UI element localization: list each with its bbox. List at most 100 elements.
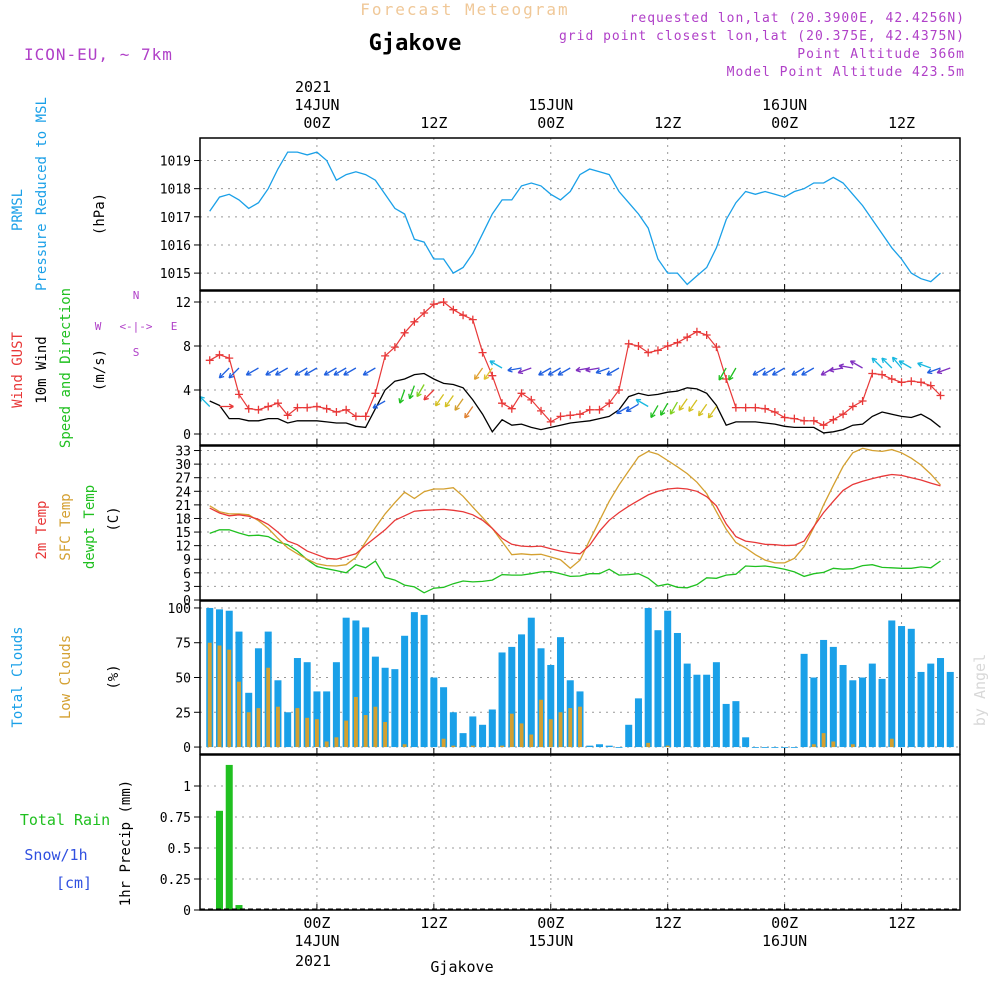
total-clouds-bar <box>810 677 818 748</box>
gust-point <box>878 370 887 379</box>
gust-point <box>488 371 497 380</box>
total-clouds-bar <box>868 663 876 748</box>
gust-point <box>556 412 565 421</box>
temp-2m-line <box>209 473 941 560</box>
low-clouds-bar <box>850 744 855 748</box>
wind-barb <box>650 405 659 419</box>
gust-point <box>936 391 945 400</box>
gust-point <box>234 390 243 399</box>
total-clouds-bar <box>917 671 925 748</box>
total-rain-label: Total Rain <box>20 811 110 829</box>
total-clouds-bar <box>693 674 701 748</box>
wind-barb <box>444 395 454 408</box>
wind-barb <box>557 367 571 376</box>
low-clouds-bar <box>470 745 475 748</box>
gust-point <box>546 417 555 426</box>
wind-barb <box>660 402 669 416</box>
total-clouds-bar <box>839 664 847 748</box>
y-tick-label: 0 <box>183 904 191 919</box>
wind-barb <box>398 389 406 404</box>
compass-arrows: <-|-> <box>119 320 152 333</box>
y-tick-label: 75 <box>175 637 191 652</box>
total-clouds-bar <box>800 653 808 748</box>
wind-barb <box>625 403 639 412</box>
wind-barb <box>771 367 785 376</box>
gust-point <box>829 415 838 424</box>
temp-2m-label: 2m Temp <box>34 500 50 559</box>
rain-bar <box>215 810 223 910</box>
model-altitude: Model Point Altitude 423.5m <box>727 65 965 80</box>
pressure-unit: (hPa) <box>92 193 108 235</box>
total-clouds-label: Total Clouds <box>10 626 26 727</box>
wind-barb <box>606 367 620 376</box>
total-clouds-bar <box>771 747 779 748</box>
bottom-hour-label: 12Z <box>420 914 447 932</box>
total-clouds-bar <box>303 662 311 748</box>
y-tick-label: 15 <box>175 526 191 541</box>
wind-barb <box>517 367 532 375</box>
wind-barb <box>678 398 688 411</box>
y-tick-label: 1018 <box>160 183 191 198</box>
low-clouds-bar <box>256 708 261 748</box>
panel-frame <box>199 137 961 291</box>
total-clouds-bar <box>537 648 545 748</box>
total-clouds-bar <box>751 747 759 748</box>
low-clouds-bar <box>334 737 339 748</box>
bottom-hour-label: 12Z <box>654 914 681 932</box>
total-clouds-bar <box>722 703 730 748</box>
gust-point <box>761 404 770 413</box>
wind-barb <box>707 406 717 419</box>
y-tick-label: 12 <box>175 296 191 311</box>
footer-station: Gjakove <box>430 958 493 976</box>
gust-point <box>819 421 828 430</box>
panel-frame <box>199 754 961 911</box>
gust-point <box>225 354 234 363</box>
total-clouds-bar <box>878 678 886 748</box>
total-clouds-bar <box>381 667 389 748</box>
gust-point <box>264 402 273 411</box>
gust-point <box>527 395 536 404</box>
y-tick-label: 0 <box>183 741 191 756</box>
y-tick-label: 0 <box>183 594 191 609</box>
pressure-line <box>209 151 941 286</box>
wind-barb <box>218 367 230 379</box>
gust-point <box>780 413 789 422</box>
gust-point <box>741 403 750 412</box>
rain-bar <box>235 905 243 910</box>
y-tick-label: 3 <box>183 580 191 595</box>
gust-point <box>322 404 331 413</box>
low-clouds-bar <box>344 720 349 748</box>
wind-barb <box>635 398 649 408</box>
total-clouds-bar <box>790 747 798 748</box>
gust-point <box>332 408 341 416</box>
wind-barb <box>304 367 318 376</box>
gust-point <box>731 403 740 412</box>
wind-gust-label: Wind GUST <box>10 332 26 408</box>
y-tick-label: 0.75 <box>160 811 191 826</box>
bottom-date-label: 15JUN <box>528 932 573 950</box>
wind-barb <box>926 367 941 375</box>
total-clouds-bar <box>644 607 652 748</box>
gust-point <box>653 346 662 355</box>
wind-barb <box>871 357 883 369</box>
wind-barb <box>408 385 415 400</box>
total-clouds-bar <box>420 614 428 748</box>
low-clouds-bar <box>217 645 222 748</box>
gust-point <box>897 378 906 387</box>
low-clouds-bar <box>509 713 514 748</box>
pressure-label-2: Pressure Reduced to MSL <box>34 97 50 291</box>
y-tick-label: 50 <box>175 672 191 687</box>
wind-barb <box>898 360 912 369</box>
gust-point <box>410 317 419 326</box>
low-clouds-label: Low Clouds <box>58 635 74 719</box>
wind-barb <box>728 367 737 381</box>
low-clouds-bar <box>811 744 816 748</box>
total-clouds-bar <box>703 674 711 748</box>
clouds-unit: (%) <box>106 664 122 689</box>
gust-point <box>614 386 623 394</box>
credit-watermark: by Angel <box>971 654 989 726</box>
total-clouds-bar <box>634 698 642 748</box>
gust-point <box>449 305 458 314</box>
gust-point <box>342 405 351 414</box>
